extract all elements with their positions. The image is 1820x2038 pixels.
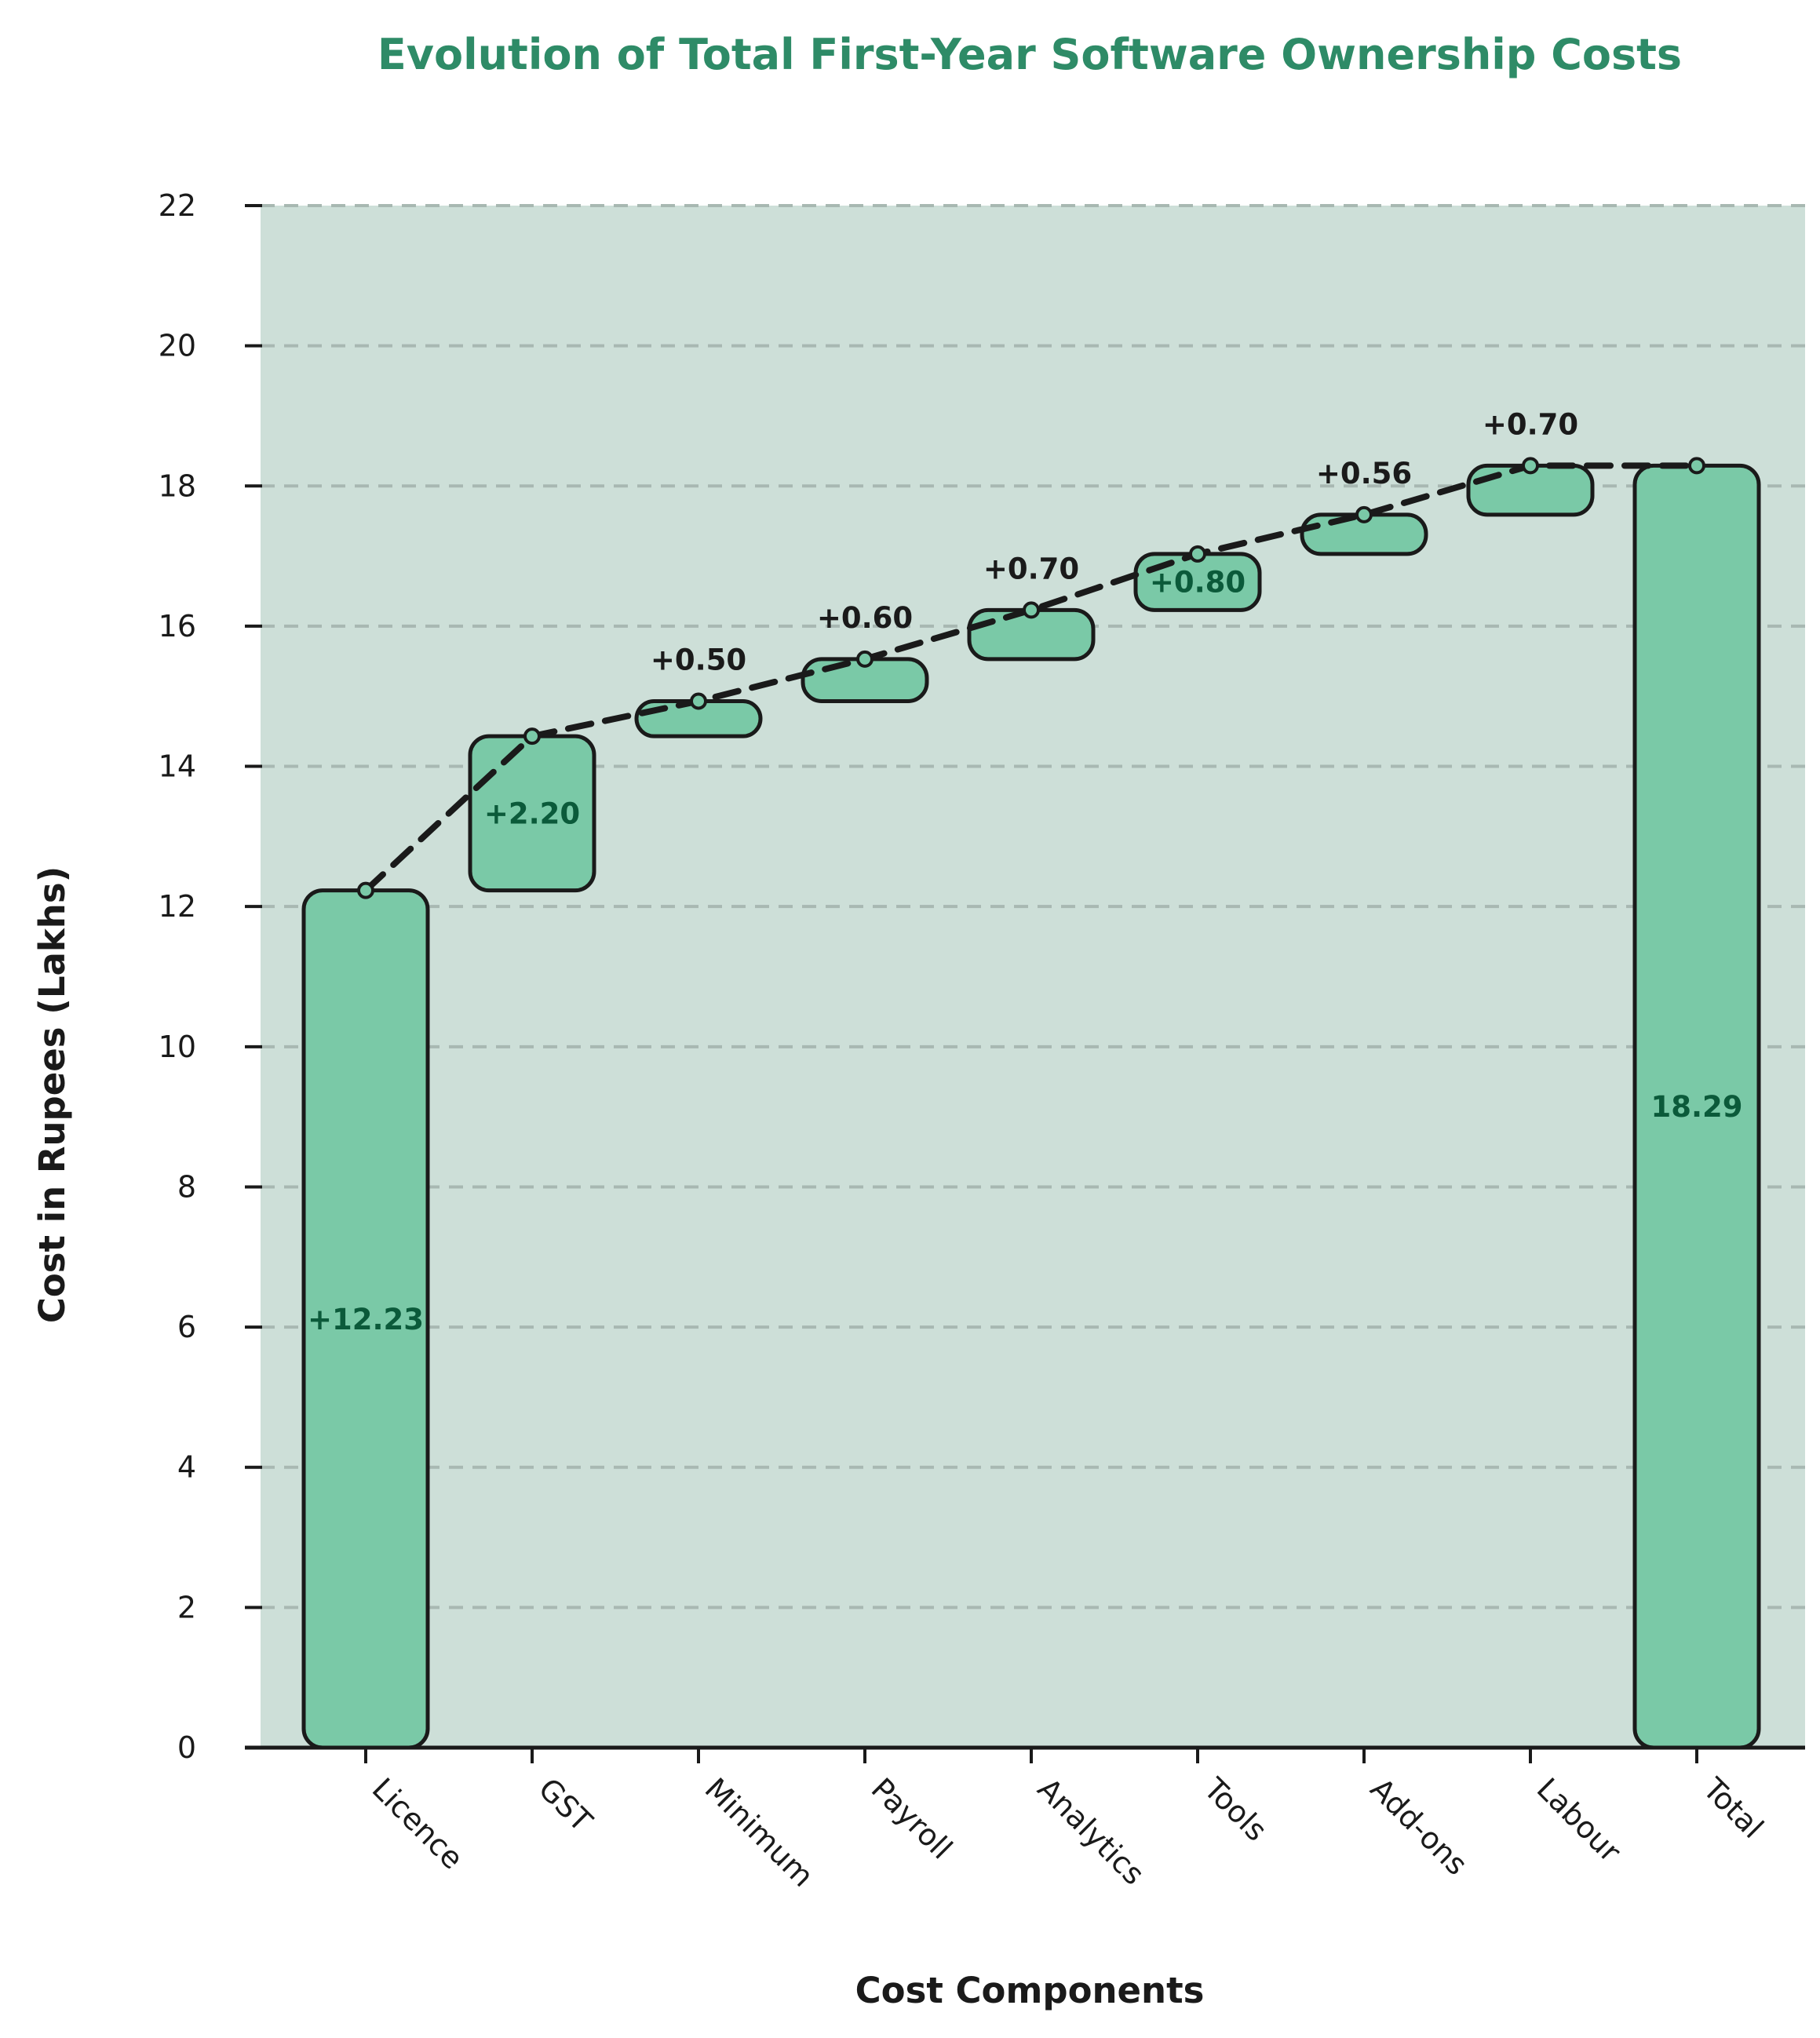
y-tick-label: 8 xyxy=(177,1169,196,1204)
bar-value-label: +0.70 xyxy=(1483,407,1578,441)
y-tick-label: 2 xyxy=(177,1590,196,1624)
y-axis-label: Cost in Rupees (Lakhs) xyxy=(31,866,73,1323)
cumulative-point xyxy=(1522,457,1539,475)
y-tick-label: 4 xyxy=(177,1450,196,1485)
y-tick-label: 20 xyxy=(159,329,196,363)
bar-value-label: +0.70 xyxy=(983,552,1079,585)
y-tick-label: 10 xyxy=(159,1030,196,1064)
bar-value-label: +0.80 xyxy=(1150,566,1246,600)
y-tick-label: 18 xyxy=(159,468,196,503)
x-axis-label: Cost Components xyxy=(855,1970,1205,2011)
y-tick-label: 12 xyxy=(159,889,196,924)
cumulative-point xyxy=(690,692,707,710)
cumulative-point xyxy=(523,727,541,746)
cumulative-point xyxy=(1355,505,1373,523)
bar-value-label: +0.56 xyxy=(1316,457,1412,490)
cumulative-point xyxy=(856,650,874,668)
x-tick-label: Labour xyxy=(1530,1771,1628,1868)
y-tick-label: 16 xyxy=(159,609,196,643)
bar-value-label: +0.60 xyxy=(817,601,913,635)
x-tick-label: Add-ons xyxy=(1364,1771,1475,1882)
cumulative-point xyxy=(357,881,374,899)
y-tick-label: 0 xyxy=(177,1730,196,1765)
x-tick-label: Analytics xyxy=(1031,1771,1151,1891)
plot-area: 0 2 4 6 8 10 12 14 16 18 20 22 +12.23 +2.20 +0.50 +0.60… xyxy=(159,188,1805,1894)
y-tick-label: 22 xyxy=(159,188,196,223)
x-tick-label: Minimum xyxy=(698,1771,821,1894)
y-tick-label: 14 xyxy=(159,749,196,784)
bar-value-label: +12.23 xyxy=(308,1303,424,1336)
x-tick-label: Tools xyxy=(1197,1771,1274,1848)
y-tick-label: 6 xyxy=(177,1310,196,1344)
x-tick-label: Licence xyxy=(366,1771,470,1876)
cumulative-point xyxy=(1189,545,1206,563)
x-tick-label: GST xyxy=(532,1771,600,1839)
plot-background xyxy=(261,206,1805,1748)
bar-value-label: +2.20 xyxy=(484,797,580,830)
cumulative-point xyxy=(1688,457,1705,475)
bar-value-label: +0.50 xyxy=(651,643,746,676)
chart-title: Evolution of Total First-Year Software O… xyxy=(377,30,1682,79)
x-tick-label: Payroll xyxy=(865,1771,959,1865)
bar-value-label: 18.29 xyxy=(1650,1090,1742,1124)
cumulative-point xyxy=(1023,601,1040,619)
x-tick-label: Total xyxy=(1696,1771,1771,1846)
